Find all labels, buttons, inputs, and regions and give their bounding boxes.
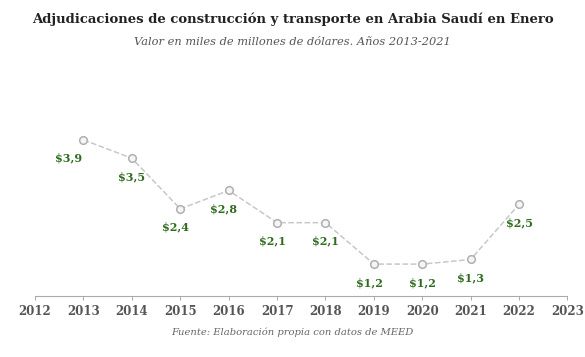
Text: $3,5: $3,5 [118,171,146,182]
Text: $1,2: $1,2 [409,277,436,288]
Text: $3,9: $3,9 [56,153,82,164]
Text: Fuente: Elaboración propia con datos de MEED: Fuente: Elaboración propia con datos de … [171,328,414,337]
Text: $2,1: $2,1 [259,236,285,247]
Text: $2,4: $2,4 [162,222,189,233]
Text: $2,5: $2,5 [505,217,532,228]
Text: $1,3: $1,3 [457,272,484,283]
Text: Adjudicaciones de construcción y transporte en Arabia Saudí en Enero: Adjudicaciones de construcción y transpo… [32,12,553,26]
Text: $1,2: $1,2 [356,277,383,288]
Text: $2,8: $2,8 [211,203,238,214]
Text: $2,1: $2,1 [312,236,339,247]
Text: Valor en miles de millones de dólares. Años 2013-2021: Valor en miles de millones de dólares. A… [134,37,451,47]
